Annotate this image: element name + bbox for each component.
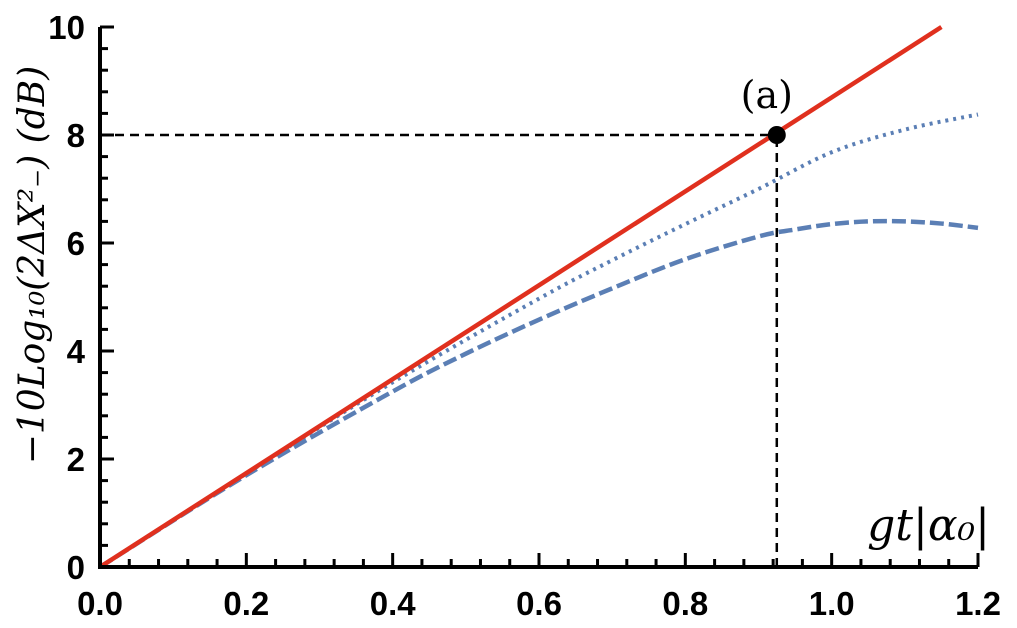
y-ticks: 0 2 4 6 8 10 xyxy=(48,9,114,586)
y-tick-label: 0 xyxy=(67,549,85,586)
y-tick-label: 4 xyxy=(67,333,86,370)
x-tick-label: 0.8 xyxy=(662,585,708,622)
y-tick-label: 10 xyxy=(48,9,85,46)
marked-point xyxy=(767,126,786,144)
y-axis-label: −10Log₁₀(2ΔX²₋) (dB) xyxy=(12,66,53,465)
x-tick-label: 1.2 xyxy=(955,585,1001,622)
x-tick-label: 0.0 xyxy=(77,585,123,622)
x-tick-label: 0.6 xyxy=(516,585,562,622)
solid-series-line xyxy=(98,25,943,569)
series-layer xyxy=(98,25,979,569)
marked-point-label: (a) xyxy=(741,73,793,117)
dotted-series-line xyxy=(98,112,979,569)
y-tick-label: 6 xyxy=(67,225,85,262)
y-tick-label: 2 xyxy=(67,441,85,478)
dashed-series-line xyxy=(98,218,979,569)
x-tick-label: 0.4 xyxy=(370,585,417,622)
y-tick-label: 8 xyxy=(67,117,85,154)
marked-point-layer: (a) xyxy=(741,73,793,144)
x-tick-label: 1.0 xyxy=(809,585,855,622)
axes: 0.0 0.2 0.4 0.6 0.8 1.0 1.2 0 2 4 6 8 10 xyxy=(48,9,1001,622)
x-ticks: 0.0 0.2 0.4 0.6 0.8 1.0 1.2 xyxy=(77,553,1001,622)
x-tick-label: 0.2 xyxy=(223,585,269,622)
plot-area: (a) xyxy=(98,25,979,569)
reference-lines xyxy=(100,133,779,567)
x-axis-label: gt|α₀| xyxy=(867,500,990,551)
